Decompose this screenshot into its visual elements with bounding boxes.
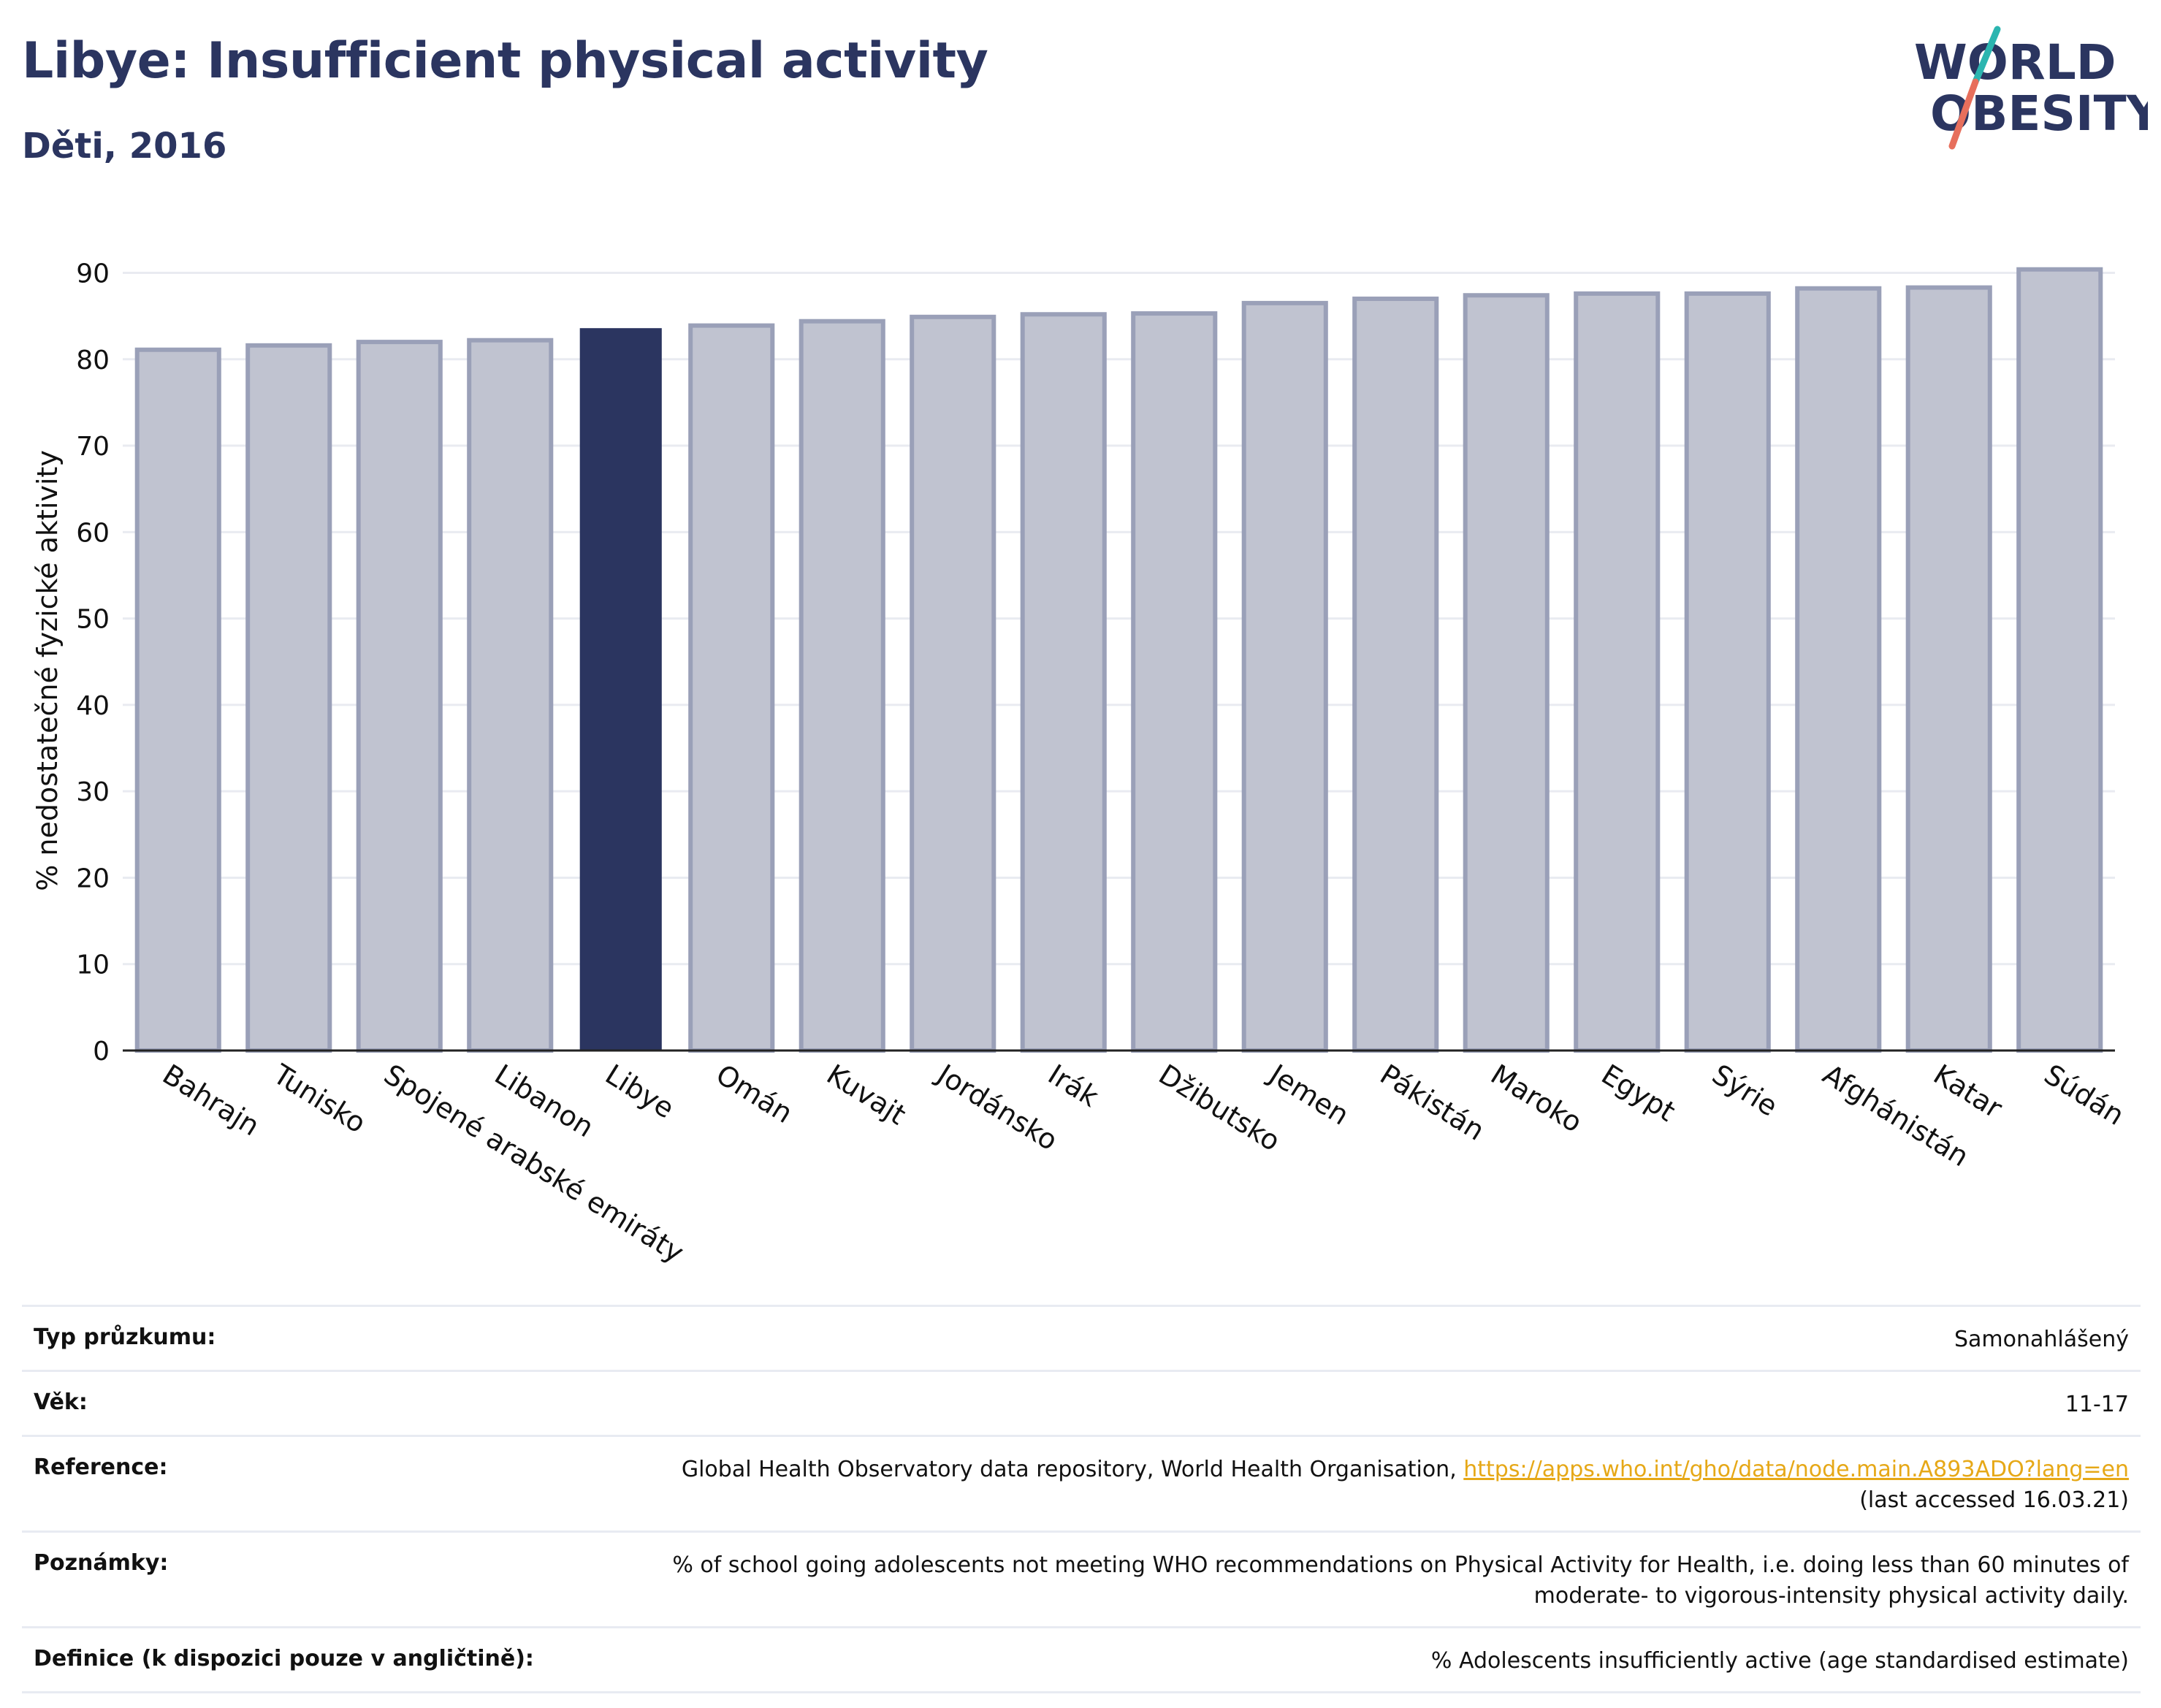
bar-súdán (2016, 267, 2103, 1053)
age-value: 11-17 (2065, 1392, 2129, 1417)
y-tick-label: 30 (76, 777, 110, 807)
x-tick-label: Omán (710, 1058, 798, 1129)
reference-label: Reference: (34, 1455, 168, 1480)
info-row-reference: Reference: Global Health Observatory dat… (22, 1435, 2141, 1530)
info-row-notes: Poznámky: % of school going adolescents … (22, 1530, 2141, 1626)
bar-kuvajt (799, 319, 885, 1053)
y-tick-label: 80 (76, 346, 110, 375)
x-tick-label: Jemen (1262, 1057, 1354, 1131)
bars (134, 267, 2103, 1053)
y-tick-label: 50 (76, 605, 110, 635)
bar-spojené-arabské-emiráty (356, 340, 443, 1053)
notes-line-1: % of school going adolescents not meetin… (672, 1552, 2129, 1578)
bar-chart: 0 10 20 30 40 50 60 70 80 90 Bahrajn Tunisko Spojen… (31, 259, 2130, 1269)
bar-jordánsko (910, 314, 996, 1053)
info-table: Typ průzkumu: Samonahlášený Věk: 11-17 R… (22, 1305, 2141, 1693)
x-tick-label: Libye (600, 1058, 680, 1124)
bar-maroko (1463, 293, 1550, 1053)
bar-katar (1905, 285, 1992, 1053)
logo-slash-teal (1972, 26, 2001, 85)
x-tick-label: Súdán (2038, 1058, 2130, 1132)
bar-pákistán (1352, 296, 1439, 1053)
info-row-survey-type: Typ průzkumu: Samonahlášený (22, 1305, 2141, 1370)
page-title: Libye: Insufficient physical activity (22, 32, 988, 90)
bar-jemen (1241, 300, 1328, 1053)
bar-sýrie (1684, 291, 1771, 1053)
y-tick-label: 70 (76, 432, 110, 462)
bar-irák (1020, 312, 1107, 1053)
x-tick-label: Irák (1043, 1058, 1104, 1113)
bar-bahrajn (134, 347, 221, 1053)
x-tick-label: Džibutsko (1153, 1058, 1286, 1157)
x-tick-label: Jordánsko (931, 1057, 1064, 1156)
x-tick-label: Pákistán (1374, 1058, 1490, 1147)
y-axis-title: % nedostatečné fyzické aktivity (31, 450, 64, 891)
y-tick-label: 60 (76, 518, 110, 548)
notes-line-2: moderate- to vigorous-intensity physical… (1533, 1583, 2129, 1609)
logo-word-world: WORLD (1914, 34, 2116, 91)
age-label: Věk: (34, 1389, 88, 1415)
x-tick-label: Tunisko (267, 1058, 372, 1140)
x-tick-label: Kuvajt (821, 1058, 912, 1131)
definition-label: Definice (k dispozici pouze v angličtině… (34, 1646, 534, 1671)
reference-text: Global Health Observatory data repositor… (681, 1457, 1464, 1482)
notes-value: % of school going adolescents not meetin… (672, 1550, 2129, 1612)
y-tick-label: 40 (76, 691, 110, 721)
x-tick-label: Egypt (1596, 1058, 1680, 1127)
bar-tunisko (245, 343, 332, 1053)
y-tick-label: 10 (76, 950, 110, 980)
x-tick-labels: Bahrajn Tunisko Spojené arabské emirátyLib… (157, 1057, 2130, 1269)
bar-afghánistán (1795, 286, 1882, 1053)
bar-libye (579, 328, 662, 1051)
y-tick-label: 90 (76, 259, 110, 289)
survey-type-value: Samonahlášený (1954, 1327, 2129, 1352)
bar-libanon (467, 338, 554, 1053)
world-obesity-logo: WORLD OBESITY (1914, 26, 2148, 150)
reference-link[interactable]: https://apps.who.int/gho/data/node.main.… (1463, 1457, 2129, 1482)
y-tick-label: 0 (93, 1037, 110, 1067)
bar-omán (688, 323, 775, 1053)
survey-type-label: Typ průzkumu: (34, 1324, 216, 1350)
x-tick-label: Maroko (1485, 1058, 1588, 1138)
y-tick-label: 20 (76, 863, 110, 893)
reference-value: Global Health Observatory data repositor… (682, 1455, 2129, 1516)
info-row-age: Věk: 11-17 (22, 1370, 2141, 1435)
notes-label: Poznámky: (34, 1550, 169, 1576)
page-subtitle: Děti, 2016 (22, 126, 227, 167)
x-tick-label: Bahrajn (157, 1058, 265, 1142)
bar-egypt (1574, 291, 1661, 1053)
info-row-definition: Definice (k dispozici pouze v angličtině… (22, 1626, 2141, 1693)
reference-accessed: (last accessed 16.03.21) (1859, 1487, 2129, 1513)
x-tick-label: Katar (1928, 1058, 2008, 1124)
y-tick-labels: 0 10 20 30 40 50 60 70 80 90 (76, 259, 110, 1067)
x-tick-label: Sýrie (1707, 1058, 1783, 1122)
logo-slash-coral (1948, 78, 1979, 150)
bar-džibutsko (1131, 311, 1218, 1053)
definition-value: % Adolescents insufficiently active (age… (1430, 1648, 2129, 1674)
